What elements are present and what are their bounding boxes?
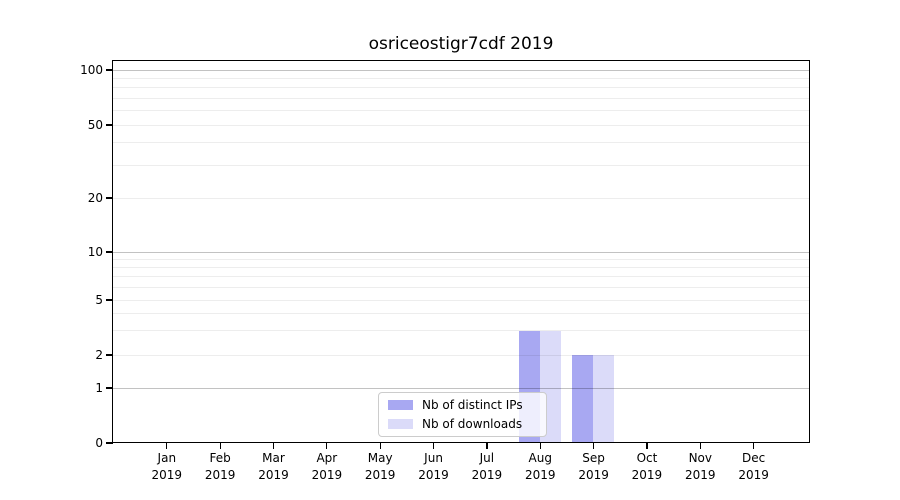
legend-label-distinct-ips: Nb of distinct IPs xyxy=(422,397,523,412)
gridline-minor-2 xyxy=(113,354,809,356)
gridline-minor-50 xyxy=(113,124,809,126)
y-tick-label-1: 1 xyxy=(95,381,103,395)
y-tick-label-100: 100 xyxy=(80,63,103,77)
x-tick-label-oct: Oct 2019 xyxy=(631,451,663,482)
bar-nb-of-downloads-sep xyxy=(593,355,615,442)
x-tick-jan xyxy=(166,443,168,449)
gridline-minor-20 xyxy=(113,197,809,199)
y-tick-label-5: 5 xyxy=(95,293,103,307)
y-tick-label-20: 20 xyxy=(87,191,103,205)
x-tick-label-sep: Sep 2019 xyxy=(578,451,609,482)
x-tick-label-feb: Feb 2019 xyxy=(204,451,236,482)
x-tick-label-jan: Jan 2019 xyxy=(151,451,183,482)
y-tick-label-2: 2 xyxy=(95,348,103,362)
bar-nb-of-distinct-ips-sep xyxy=(571,355,594,442)
x-tick-label-nov: Nov 2019 xyxy=(685,451,716,482)
y-tick-5 xyxy=(106,299,113,301)
y-tick-label-10: 10 xyxy=(87,245,103,259)
chart-title: osriceostigr7cdf 2019 xyxy=(368,34,554,54)
gridline-major-100 xyxy=(113,69,809,71)
gridline-major-1 xyxy=(113,387,809,389)
x-tick-jun xyxy=(432,443,435,449)
legend-item-downloads: Nb of downloads xyxy=(388,416,546,433)
x-tick-label-may: May 2019 xyxy=(364,451,396,482)
gridline-minor-4 xyxy=(113,312,809,314)
x-tick-label-apr: Apr 2019 xyxy=(311,451,343,482)
x-tick-jul xyxy=(486,443,488,449)
x-tick-label-aug: Aug 2019 xyxy=(524,451,556,482)
legend-item-distinct-ips: Nb of distinct IPs xyxy=(388,397,546,414)
gridline-minor-7 xyxy=(113,276,809,278)
legend: Nb of distinct IPs Nb of downloads xyxy=(378,392,547,437)
y-tick-label-0: 0 xyxy=(95,436,103,450)
gridline-minor-5 xyxy=(113,299,809,301)
y-tick-10 xyxy=(106,251,113,253)
y-tick-50 xyxy=(106,124,113,126)
y-tick-2 xyxy=(106,354,113,356)
x-tick-label-dec: Dec 2019 xyxy=(738,451,769,482)
y-tick-1 xyxy=(106,387,113,389)
y-tick-20 xyxy=(106,197,113,199)
legend-swatch-downloads xyxy=(388,419,413,429)
x-tick-label-jul: Jul 2019 xyxy=(471,451,503,482)
gridline-major-10 xyxy=(113,251,809,253)
legend-swatch-distinct-ips xyxy=(388,400,413,410)
gridline-minor-6 xyxy=(113,286,809,288)
gridline-minor-9 xyxy=(113,258,809,260)
gridline-minor-8 xyxy=(113,267,809,269)
y-tick-100 xyxy=(106,69,113,71)
x-tick-dec xyxy=(753,443,755,449)
gridline-minor-40 xyxy=(113,142,809,144)
gridline-minor-80 xyxy=(113,87,809,89)
x-tick-sep xyxy=(592,443,595,449)
x-tick-apr xyxy=(326,443,328,449)
gridline-minor-70 xyxy=(113,97,809,99)
x-tick-feb xyxy=(219,443,221,449)
y-tick-0 xyxy=(106,442,113,444)
x-tick-may xyxy=(379,443,381,449)
x-tick-mar xyxy=(272,443,275,449)
gridline-minor-30 xyxy=(113,165,809,167)
gridline-minor-60 xyxy=(113,110,809,112)
x-tick-label-jun: Jun 2019 xyxy=(418,451,449,482)
x-tick-aug xyxy=(539,443,541,449)
x-tick-label-mar: Mar 2019 xyxy=(258,451,289,482)
gridline-minor-90 xyxy=(113,77,809,79)
y-tick-label-50: 50 xyxy=(87,118,103,132)
x-tick-nov xyxy=(699,443,701,449)
legend-label-downloads: Nb of downloads xyxy=(422,416,523,431)
x-tick-oct xyxy=(646,443,648,449)
gridline-minor-3 xyxy=(113,330,809,332)
plot-area xyxy=(112,60,810,443)
